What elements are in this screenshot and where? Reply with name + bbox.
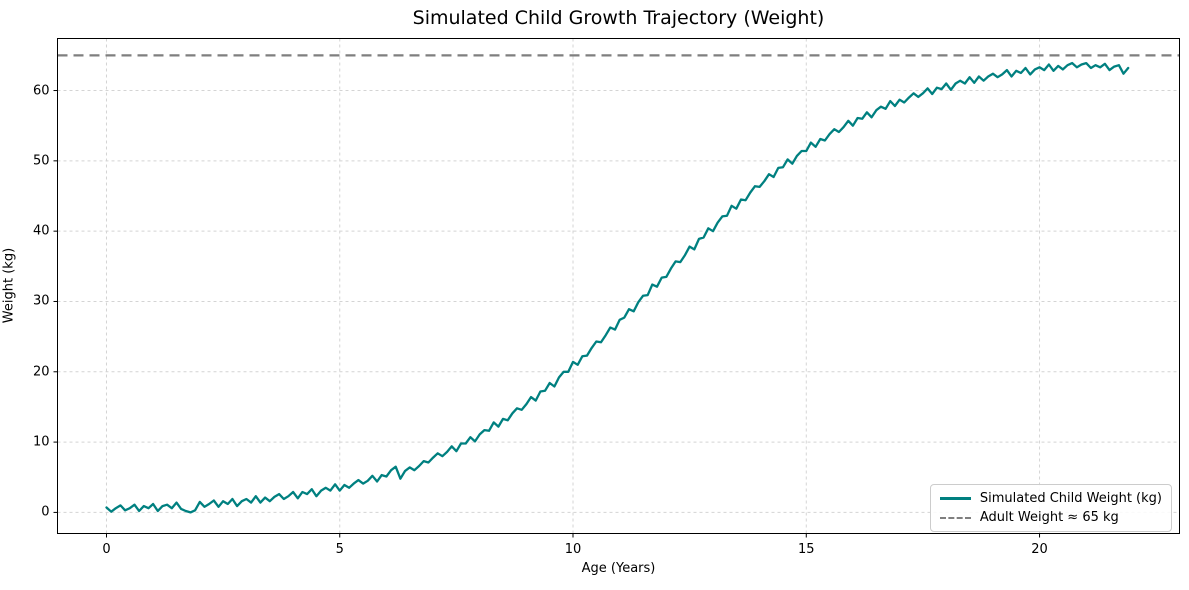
legend-entry-adult-weight: Adult Weight ≈ 65 kg <box>939 510 1162 525</box>
legend: Simulated Child Weight (kg) Adult Weight… <box>929 484 1172 532</box>
y-tick-label: 40 <box>32 223 50 239</box>
legend-label: Simulated Child Weight (kg) <box>979 491 1162 506</box>
chart-title: Simulated Child Growth Trajectory (Weigh… <box>412 7 825 29</box>
y-axis-label: Weight (kg) <box>1 247 17 324</box>
x-tick-label: 15 <box>797 541 815 557</box>
teal-line-sample-icon <box>939 497 971 500</box>
legend-label: Adult Weight ≈ 65 kg <box>979 510 1119 525</box>
x-tick-label: 5 <box>335 541 344 557</box>
y-tick-label: 30 <box>32 293 50 309</box>
y-tick-label: 0 <box>41 504 50 520</box>
x-tick-label: 20 <box>1031 541 1048 557</box>
x-tick-label: 0 <box>102 541 111 557</box>
y-tick-label: 20 <box>32 364 50 380</box>
legend-entry-child-weight: Simulated Child Weight (kg) <box>939 491 1162 506</box>
x-axis-label: Age (Years) <box>581 561 656 576</box>
gray-dashed-line-sample-icon <box>939 516 971 519</box>
y-tick-label: 10 <box>32 434 50 450</box>
child-weight-line <box>105 61 1130 514</box>
x-tick-label: 10 <box>564 541 582 557</box>
plot-border <box>57 38 1180 534</box>
y-tick-label: 50 <box>32 153 50 169</box>
y-tick-label: 60 <box>32 83 50 99</box>
